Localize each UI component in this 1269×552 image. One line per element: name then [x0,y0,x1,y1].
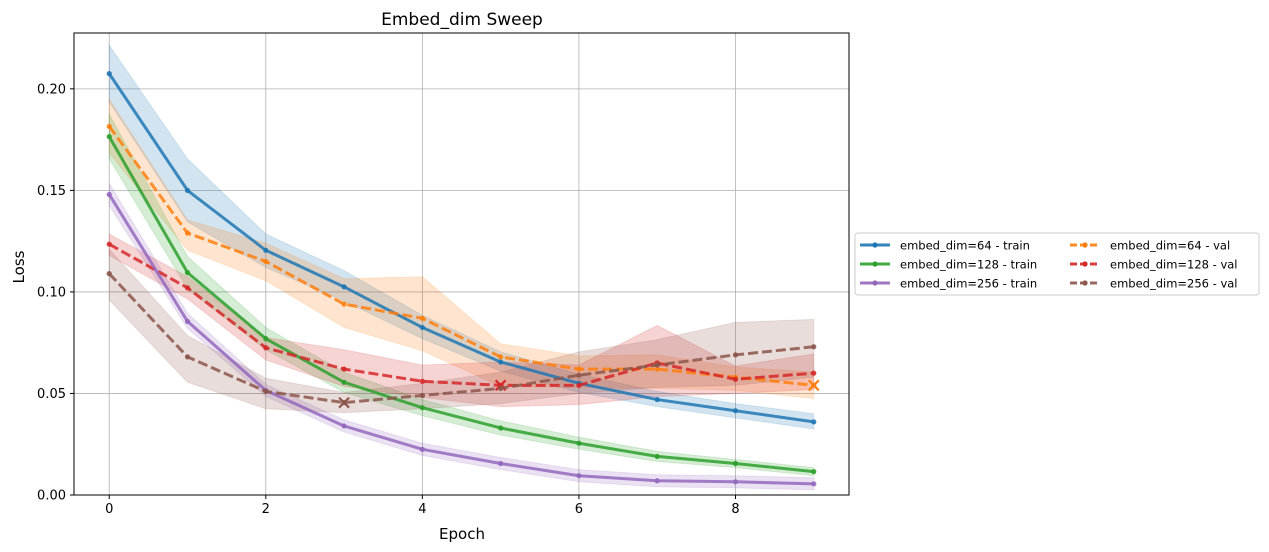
data-point [419,315,425,321]
data-point [498,354,504,360]
data-point [263,247,269,253]
y-axis-label: Loss [10,250,28,283]
data-point [419,378,425,384]
y-tick-label: 0.20 [37,82,66,97]
legend-label: embed_dim=128 - train [900,258,1037,272]
series-line [108,125,814,387]
best-marker [807,379,820,392]
chart-title: Embed_dim Sweep [381,10,543,30]
data-point [498,425,504,431]
data-point [341,423,347,429]
legend-marker [1082,261,1088,267]
data-point [811,481,817,487]
legend-marker [1082,242,1088,248]
data-point [654,366,660,372]
data-point [106,123,112,130]
data-point [811,419,817,425]
y-tick-label: 0.00 [37,489,66,504]
confidence-band [108,233,815,408]
data-point [498,359,504,365]
confidence-band [108,181,815,491]
x-tick-label: 4 [418,502,426,517]
data-point [184,285,191,291]
data-point [184,230,191,236]
data-point [811,469,817,475]
data-point [106,241,112,247]
data-point [263,345,269,351]
y-tick-label: 0.10 [37,285,66,300]
data-point [184,354,191,360]
data-point [263,258,269,265]
data-point [732,479,739,485]
data-point [654,478,660,484]
data-point [498,385,504,391]
series-line [107,72,814,424]
data-point [732,352,739,358]
data-point [341,284,347,290]
data-point [576,382,582,388]
data-point [263,336,269,342]
data-point [106,271,112,277]
legend-box [854,232,1260,296]
legend-marker [872,280,878,286]
data-point [576,372,582,378]
data-point [263,388,269,395]
legend: embed_dim=64 - train embed_dim=64 - val em… [854,232,1260,296]
legend-label: embed_dim=128 - val [1110,258,1238,272]
data-point [184,270,191,276]
data-point [732,408,739,414]
x-tick-label: 0 [105,502,113,517]
data-point [419,446,425,452]
best-marker [338,396,350,409]
legend-marker [872,261,878,267]
data-point [811,370,817,376]
data-point [341,301,347,307]
series-line [107,193,814,486]
data-point [576,366,582,372]
data-point [654,453,660,460]
confidence-band [108,113,815,477]
legend-label: embed_dim=256 - train [900,277,1037,291]
plot-frame [73,32,850,496]
data-point [419,405,425,411]
data-point [341,366,347,372]
data-point [419,392,425,399]
data-point [419,324,425,331]
x-tick-label: 8 [731,502,739,517]
data-point [106,191,112,198]
x-axis-label: Epoch [439,525,485,543]
series-line [107,135,814,474]
legend-label: embed_dim=256 - val [1110,277,1238,291]
series-line [108,242,814,387]
data-point [732,376,739,382]
data-point [576,473,582,479]
data-point [654,396,660,403]
data-point [732,460,739,467]
legend-label: embed_dim=64 - train [900,239,1030,253]
data-point [106,133,112,140]
legend-label: embed_dim=64 - val [1110,239,1230,253]
x-tick-label: 6 [575,502,583,517]
data-point [106,71,112,77]
data-point [341,379,347,385]
data-point [184,318,191,324]
x-tick-label: 2 [262,502,270,517]
legend-marker [1082,280,1088,286]
y-tick-label: 0.15 [37,184,66,199]
series-line [108,272,814,405]
data-point [184,187,191,193]
legend-marker [872,242,878,248]
y-tick-label: 0.05 [37,387,66,402]
data-point [498,460,504,467]
data-point [654,362,660,368]
data-point [576,440,582,446]
data-point [811,344,817,350]
